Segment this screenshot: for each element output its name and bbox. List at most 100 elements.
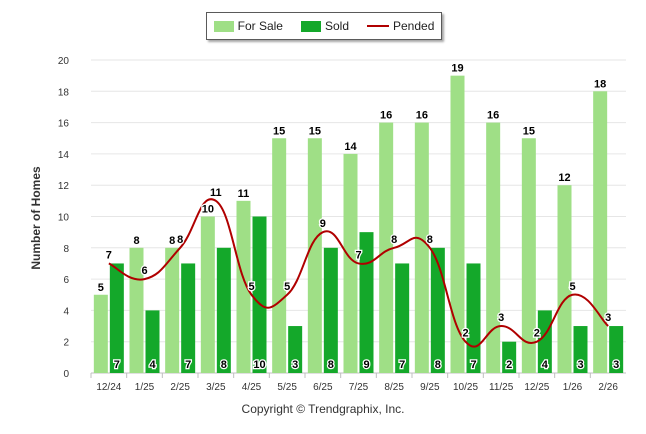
y-axis-title: Number of Homes: [29, 166, 43, 270]
data-label-for-sale: 15: [309, 125, 321, 137]
copyright-text: Copyright © Trendgraphix, Inc.: [241, 402, 405, 416]
data-label-sold: 10: [253, 359, 265, 371]
bar-sold: [216, 247, 231, 373]
data-label-sold: 8: [435, 359, 441, 371]
data-label-for-sale: 16: [487, 110, 499, 122]
bar-for-sale: [93, 294, 108, 373]
legend-label-pended: Pended: [393, 19, 435, 33]
data-label-sold: 7: [470, 359, 476, 371]
bar-for-sale: [414, 122, 429, 373]
x-tick-label: 2/26: [598, 382, 618, 393]
y-tick-label: 8: [63, 244, 69, 255]
data-label-pended: 11: [210, 187, 222, 199]
x-tick-label: 10/25: [453, 382, 478, 393]
x-tick-label: 5/25: [277, 382, 297, 393]
data-label-sold: 3: [613, 359, 619, 371]
legend-item-pended[interactable]: Pended: [367, 19, 434, 33]
data-label-for-sale: 11: [238, 188, 250, 200]
y-tick-label: 14: [58, 150, 70, 161]
data-label-pended: 2: [534, 328, 540, 340]
bar-for-sale: [486, 122, 501, 373]
y-tick-label: 0: [63, 369, 69, 380]
y-tick-label: 12: [58, 181, 70, 192]
data-label-pended: 6: [141, 265, 147, 277]
data-label-sold: 3: [577, 359, 583, 371]
bar-sold: [252, 216, 267, 373]
x-tick-label: 7/25: [349, 382, 369, 393]
bar-sold: [395, 263, 410, 373]
x-tick-label: 6/25: [313, 382, 333, 393]
data-label-pended: 7: [355, 249, 361, 261]
x-tick-label: 3/25: [206, 382, 226, 393]
data-label-for-sale: 12: [558, 172, 570, 184]
bar-sold: [430, 247, 445, 373]
x-tick-label: 12/25: [524, 382, 549, 393]
data-label-for-sale: 19: [451, 63, 463, 75]
data-label-for-sale: 18: [594, 78, 606, 90]
data-label-pended: 5: [248, 281, 254, 293]
bar-for-sale: [450, 75, 465, 374]
bar-sold: [502, 341, 517, 373]
bar-sold: [145, 310, 160, 373]
x-tick-label: 8/25: [384, 382, 404, 393]
data-label-pended: 2: [462, 328, 468, 340]
bar-sold: [109, 263, 124, 373]
data-label-for-sale: 15: [523, 125, 535, 137]
x-tick-label: 2/25: [170, 382, 190, 393]
data-label-pended: 7: [106, 249, 112, 261]
data-label-sold: 9: [363, 359, 369, 371]
bar-sold: [466, 263, 481, 373]
bar-sold: [573, 326, 588, 373]
data-label-for-sale: 16: [380, 110, 392, 122]
y-tick-label: 16: [58, 119, 70, 130]
data-label-for-sale: 5: [98, 282, 104, 294]
bar-for-sale: [165, 247, 180, 373]
data-label-pended: 5: [284, 281, 290, 293]
data-label-sold: 7: [399, 359, 405, 371]
x-tick-label: 9/25: [420, 382, 440, 393]
data-label-sold: 7: [114, 359, 120, 371]
y-tick-label: 2: [63, 338, 69, 349]
legend-label-sold: Sold: [324, 19, 349, 33]
bar-for-sale: [343, 153, 358, 373]
bar-for-sale: [307, 138, 322, 373]
data-label-sold: 7: [185, 359, 191, 371]
chart-legend: For Sale Sold Pended: [206, 12, 442, 40]
x-tick-label: 12/24: [96, 382, 121, 393]
bar-sold: [609, 326, 624, 373]
y-tick-label: 6: [63, 275, 69, 286]
legend-item-for-sale[interactable]: For Sale: [213, 19, 283, 33]
data-label-pended: 8: [427, 234, 433, 246]
pended-line-swatch-icon: [367, 25, 389, 27]
bar-sold: [537, 310, 552, 373]
data-label-sold: 3: [292, 359, 298, 371]
y-tick-label: 20: [58, 56, 70, 67]
legend-item-sold[interactable]: Sold: [300, 19, 349, 33]
bar-for-sale: [200, 216, 215, 373]
data-label-for-sale: 14: [344, 141, 357, 153]
x-tick-label: 11/25: [489, 382, 514, 393]
bar-for-sale: [593, 91, 608, 374]
data-label-for-sale: 8: [133, 235, 139, 247]
bar-for-sale: [236, 200, 251, 373]
y-tick-label: 4: [63, 306, 69, 317]
bar-for-sale: [557, 185, 572, 373]
data-label-sold: 8: [221, 359, 227, 371]
data-label-pended: 3: [605, 312, 611, 324]
data-label-sold: 4: [542, 359, 549, 371]
data-label-for-sale: 10: [202, 204, 214, 216]
data-label-sold: 8: [328, 359, 334, 371]
legend-label-for-sale: For Sale: [237, 19, 283, 33]
data-label-sold: 2: [506, 359, 512, 371]
for-sale-swatch-icon: [213, 20, 234, 32]
data-label-pended: 8: [177, 234, 183, 246]
x-tick-label: 1/26: [563, 382, 583, 393]
data-label-for-sale: 8: [169, 235, 175, 247]
bar-sold: [181, 263, 196, 373]
data-label-for-sale: 15: [273, 125, 285, 137]
data-label-sold: 4: [149, 359, 156, 371]
x-tick-label: 4/25: [242, 382, 262, 393]
bar-for-sale: [521, 138, 536, 373]
